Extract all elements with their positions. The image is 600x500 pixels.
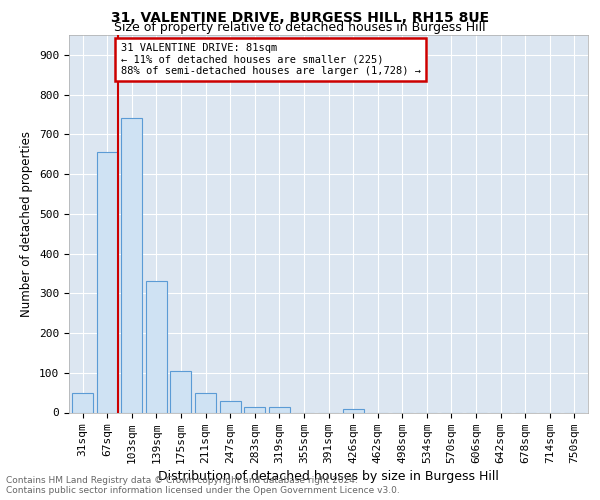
Bar <box>72 392 93 412</box>
X-axis label: Distribution of detached houses by size in Burgess Hill: Distribution of detached houses by size … <box>158 470 499 482</box>
Bar <box>195 392 216 412</box>
Y-axis label: Number of detached properties: Number of detached properties <box>20 130 34 317</box>
Bar <box>343 410 364 412</box>
Text: Size of property relative to detached houses in Burgess Hill: Size of property relative to detached ho… <box>114 22 486 35</box>
Bar <box>146 282 167 412</box>
Bar <box>269 406 290 412</box>
Text: 31 VALENTINE DRIVE: 81sqm
← 11% of detached houses are smaller (225)
88% of semi: 31 VALENTINE DRIVE: 81sqm ← 11% of detac… <box>121 43 421 76</box>
Bar <box>170 371 191 412</box>
Bar <box>244 406 265 412</box>
Text: 31, VALENTINE DRIVE, BURGESS HILL, RH15 8UE: 31, VALENTINE DRIVE, BURGESS HILL, RH15 … <box>111 11 489 25</box>
Bar <box>220 402 241 412</box>
Bar <box>97 152 118 412</box>
Bar <box>121 118 142 412</box>
Text: Contains HM Land Registry data © Crown copyright and database right 2024.: Contains HM Land Registry data © Crown c… <box>6 476 358 485</box>
Text: Contains public sector information licensed under the Open Government Licence v3: Contains public sector information licen… <box>6 486 400 495</box>
